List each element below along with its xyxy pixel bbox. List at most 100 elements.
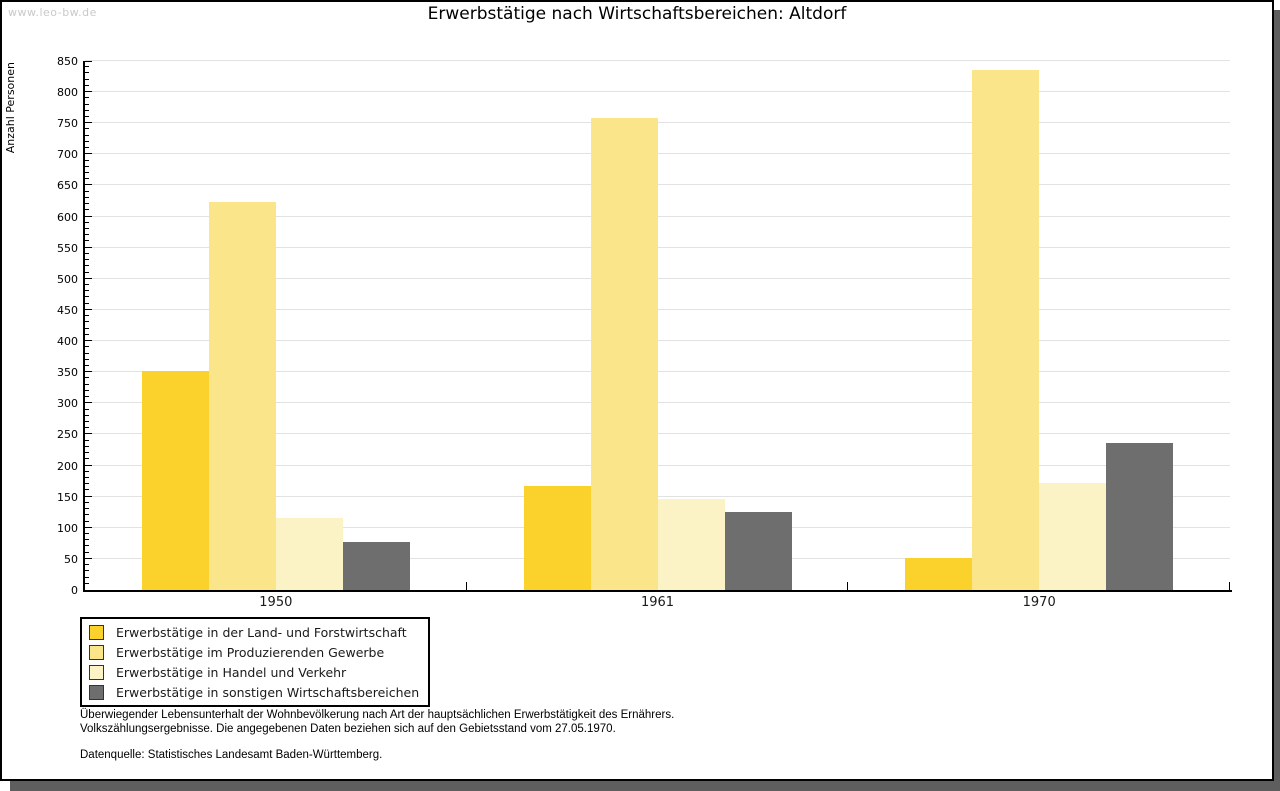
y-minor-tick bbox=[85, 66, 89, 67]
y-tick-label: 100 bbox=[57, 522, 78, 535]
y-minor-tick bbox=[85, 240, 89, 241]
y-tick-label: 50 bbox=[64, 553, 78, 566]
y-minor-tick bbox=[85, 253, 89, 254]
y-tick-label: 750 bbox=[57, 117, 78, 130]
watermark-text: www.leo-bw.de bbox=[8, 6, 97, 19]
y-tick-label: 800 bbox=[57, 86, 78, 99]
y-tick-label: 700 bbox=[57, 148, 78, 161]
y-minor-tick bbox=[85, 234, 89, 235]
y-minor-tick bbox=[85, 552, 89, 553]
bar-group-1950 bbox=[85, 61, 467, 590]
bar-1961-produzierendes-gewerbe bbox=[591, 118, 658, 590]
y-minor-tick bbox=[85, 471, 89, 472]
x-boundary-tick bbox=[847, 582, 848, 590]
y-major-tick bbox=[85, 527, 92, 528]
y-minor-tick bbox=[85, 421, 89, 422]
y-tick-label: 850 bbox=[57, 55, 78, 68]
y-minor-tick bbox=[85, 521, 89, 522]
y-minor-tick bbox=[85, 440, 89, 441]
y-minor-tick bbox=[85, 259, 89, 260]
x-tick-labels: 1950 1961 1970 bbox=[85, 595, 1230, 610]
y-minor-tick bbox=[85, 321, 89, 322]
y-minor-tick bbox=[85, 359, 89, 360]
y-minor-tick bbox=[85, 79, 89, 80]
y-minor-tick bbox=[85, 583, 89, 584]
y-tick-label: 550 bbox=[57, 242, 78, 255]
footnote-line-1: Überwiegender Lebensunterhalt der Wohnbe… bbox=[80, 709, 675, 721]
y-minor-tick bbox=[85, 452, 89, 453]
footnote-line-2: Volkszählungsergebnisse. Die angegebenen… bbox=[80, 723, 616, 735]
y-major-tick bbox=[85, 558, 92, 559]
y-axis-line bbox=[83, 61, 85, 592]
y-minor-tick bbox=[85, 147, 89, 148]
y-minor-tick bbox=[85, 384, 89, 385]
legend-label-land-und-forstwirtschaft: Erwerbstätige in der Land- und Forstwirt… bbox=[116, 624, 407, 640]
y-minor-tick bbox=[85, 409, 89, 410]
y-minor-tick bbox=[85, 353, 89, 354]
y-minor-tick bbox=[85, 508, 89, 509]
y-minor-tick bbox=[85, 203, 89, 204]
y-minor-tick bbox=[85, 296, 89, 297]
y-minor-tick bbox=[85, 483, 89, 484]
y-minor-tick bbox=[85, 533, 89, 534]
y-minor-tick bbox=[85, 477, 89, 478]
y-tick-label: 150 bbox=[57, 491, 78, 504]
bar-1970-handel-und-verkehr bbox=[1039, 483, 1106, 590]
y-minor-tick bbox=[85, 458, 89, 459]
y-tick-label: 400 bbox=[57, 335, 78, 348]
y-major-tick bbox=[85, 465, 92, 466]
y-minor-tick bbox=[85, 365, 89, 366]
y-minor-tick bbox=[85, 116, 89, 117]
y-major-tick bbox=[85, 309, 92, 310]
legend-rows: Erwerbstätige in der Land- und Forstwirt… bbox=[89, 622, 419, 702]
y-minor-tick bbox=[85, 228, 89, 229]
y-major-tick bbox=[85, 153, 92, 154]
y-minor-tick bbox=[85, 178, 89, 179]
y-minor-tick bbox=[85, 570, 89, 571]
legend-swatch-produzierendes-gewerbe bbox=[89, 644, 104, 660]
y-minor-tick bbox=[85, 72, 89, 73]
bar-1970-land-und-forstwirtschaft bbox=[905, 558, 972, 590]
y-minor-tick bbox=[85, 110, 89, 111]
y-minor-tick bbox=[85, 446, 89, 447]
bar-1950-produzierendes-gewerbe bbox=[209, 202, 276, 590]
y-major-tick bbox=[85, 91, 92, 92]
bar-group-1961 bbox=[467, 61, 849, 590]
y-minor-tick bbox=[85, 166, 89, 167]
y-major-tick bbox=[85, 122, 92, 123]
y-major-tick bbox=[85, 247, 92, 248]
y-major-tick bbox=[85, 216, 92, 217]
y-minor-tick bbox=[85, 415, 89, 416]
legend-item-land-und-forstwirtschaft: Erwerbstätige in der Land- und Forstwirt… bbox=[89, 622, 419, 642]
y-minor-tick bbox=[85, 141, 89, 142]
y-tick-label: 200 bbox=[57, 460, 78, 473]
y-minor-tick bbox=[85, 97, 89, 98]
bar-group-1970 bbox=[848, 61, 1230, 590]
x-boundary-tick bbox=[466, 582, 467, 590]
x-boundary-tick bbox=[1229, 582, 1230, 590]
y-minor-tick bbox=[85, 197, 89, 198]
y-minor-tick bbox=[85, 265, 89, 266]
y-minor-tick bbox=[85, 315, 89, 316]
y-minor-tick bbox=[85, 191, 89, 192]
y-minor-tick bbox=[85, 160, 89, 161]
y-minor-tick bbox=[85, 128, 89, 129]
y-major-tick bbox=[85, 278, 92, 279]
y-tick-label: 500 bbox=[57, 273, 78, 286]
y-major-tick bbox=[85, 371, 92, 372]
legend-box: Erwerbstätige in der Land- und Forstwirt… bbox=[80, 617, 431, 707]
y-minor-tick bbox=[85, 539, 89, 540]
legend-swatch-land-und-forstwirtschaft bbox=[89, 624, 104, 640]
legend-label-handel-und-verkehr: Erwerbstätige in Handel und Verkehr bbox=[116, 664, 347, 680]
y-tick-label: 450 bbox=[57, 304, 78, 317]
legend-label-sonstige-wirtschaftsbereiche: Erwerbstätige in sonstigen Wirtschaftsbe… bbox=[116, 684, 420, 700]
y-tick-label: 300 bbox=[57, 397, 78, 410]
y-minor-tick bbox=[85, 502, 89, 503]
bar-1970-sonstige-wirtschaftsbereiche bbox=[1106, 443, 1173, 590]
bar-1950-land-und-forstwirtschaft bbox=[142, 371, 209, 590]
y-major-tick bbox=[85, 433, 92, 434]
bar-1961-handel-und-verkehr bbox=[658, 499, 725, 590]
bar-1961-sonstige-wirtschaftsbereiche bbox=[725, 512, 792, 590]
gridline bbox=[85, 91, 1230, 92]
plot-area bbox=[85, 60, 1230, 590]
